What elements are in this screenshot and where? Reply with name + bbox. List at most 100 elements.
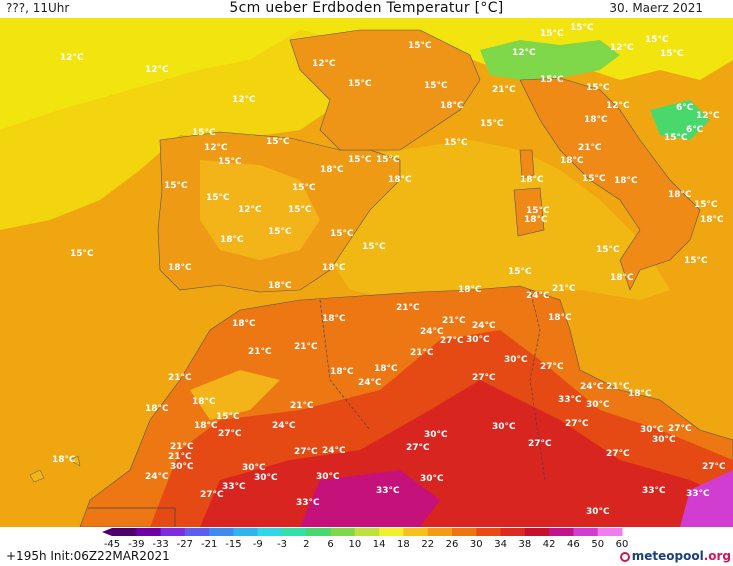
alps-cold-zone — [480, 40, 620, 80]
temperature-label: 33°C — [296, 498, 320, 508]
temperature-label: 15°C — [266, 137, 290, 147]
temperature-label: 21°C — [248, 347, 272, 357]
temperature-label: 21°C — [552, 284, 576, 294]
country-border — [319, 299, 371, 431]
canary-island — [69, 455, 81, 467]
country-border — [88, 507, 176, 527]
map-header: ???, 11Uhr 5cm ueber Erdboden Temperatur… — [0, 0, 733, 18]
temperature-label: 15°C — [288, 205, 312, 215]
temperature-label: 24°C — [526, 291, 550, 301]
temperature-label: 18°C — [168, 263, 192, 273]
sardinia — [513, 187, 545, 237]
temperature-label: 15°C — [348, 155, 372, 165]
canary-island — [29, 469, 45, 483]
temperature-label: 15°C — [216, 412, 240, 422]
temperature-label: 15°C — [376, 155, 400, 165]
temperature-label: 30°C — [492, 422, 516, 432]
temperature-label: 27°C — [528, 439, 552, 449]
temperature-label: 27°C — [200, 490, 224, 500]
colorbar-segment — [476, 528, 502, 536]
temperature-label: 15°C — [70, 249, 94, 259]
temperature-label: 18°C — [322, 263, 346, 273]
colorbar-tick-label: 2 — [303, 539, 309, 549]
temperature-label: 15°C — [508, 267, 532, 277]
colorbar-tick-label: 30 — [470, 539, 483, 549]
colorbar-min-arrow — [102, 528, 112, 536]
colorbar-segment — [136, 528, 162, 536]
temperature-label: 18°C — [145, 404, 169, 414]
temperature-label: 15°C — [292, 183, 316, 193]
temperature-label: 15°C — [570, 23, 594, 33]
temperature-label: 15°C — [218, 157, 242, 167]
colorbar-segment — [209, 528, 234, 536]
colorbar-segment — [500, 528, 526, 536]
map-footer: -45 -39 -33 -27 -21 -15 -9 -3 2 6 10 14 18 22 26 30 34 38… — [0, 527, 733, 566]
colorbar-tick-label: -33 — [152, 539, 168, 549]
temperature-label: 21°C — [578, 143, 602, 153]
colorbar-segment — [379, 528, 404, 536]
temperature-label: 18°C — [524, 215, 548, 225]
colorbar-segment — [403, 528, 429, 536]
colorbar-segment — [452, 528, 477, 536]
temperature-label: 21°C — [606, 382, 630, 392]
temperature-label: 33°C — [376, 486, 400, 496]
temperature-label: 24°C — [272, 421, 296, 431]
colorbar-segment — [524, 528, 550, 536]
temperature-label: 24°C — [322, 446, 346, 456]
temperature-label: 27°C — [702, 462, 726, 472]
temperature-label: 21°C — [294, 342, 318, 352]
model-run-info: +195h Init:06Z22MAR2021 — [6, 549, 170, 563]
temperature-label: 27°C — [668, 424, 692, 434]
temperature-label: 18°C — [194, 421, 218, 431]
atlas-mountains — [190, 370, 280, 420]
italy — [519, 77, 701, 291]
colorbar-tick-label: -45 — [104, 539, 120, 549]
temperature-label: 18°C — [614, 176, 638, 186]
temperature-label: 18°C — [330, 367, 354, 377]
colorbar-segment — [549, 528, 574, 536]
temperature-label: 6°C — [676, 103, 694, 113]
colorbar-segment — [233, 528, 259, 536]
country-border — [529, 289, 546, 481]
temperature-label: 21°C — [442, 316, 466, 326]
colorbar: -45 -39 -33 -27 -21 -15 -9 -3 2 6 10 14 18 22 26 30 34 38… — [102, 528, 629, 549]
temperature-label: 18°C — [700, 215, 724, 225]
temperature-label: 18°C — [192, 397, 216, 407]
colorbar-tick-label: 60 — [616, 539, 629, 549]
temperature-label: 15°C — [684, 256, 708, 266]
temperature-label: 18°C — [458, 285, 482, 295]
temperature-label: 33°C — [558, 395, 582, 405]
colorbar-segment — [184, 528, 210, 536]
cool-zone-atlantic — [0, 30, 340, 230]
temperature-label: 30°C — [424, 430, 448, 440]
temperature-label: 15°C — [444, 138, 468, 148]
temperature-label: 30°C — [640, 425, 664, 435]
temperature-label: 21°C — [290, 401, 314, 411]
temperature-label: 18°C — [548, 313, 572, 323]
temperature-label: 15°C — [664, 133, 688, 143]
balkans-cold-zone — [650, 100, 710, 140]
temperature-label: 33°C — [642, 486, 666, 496]
forecast-time: ???, 11Uhr — [6, 1, 70, 15]
colorbar-tick-label: -9 — [253, 539, 263, 549]
map-title: 5cm ueber Erdboden Temperatur [°C] — [229, 0, 504, 16]
temperature-label: 15°C — [408, 41, 432, 51]
temperature-label: 24°C — [145, 472, 169, 482]
temperature-label: 27°C — [218, 429, 242, 439]
temperature-label: 24°C — [358, 378, 382, 388]
colorbar-tick-label: 38 — [518, 539, 531, 549]
temperature-label: 18°C — [668, 190, 692, 200]
temperature-label: 30°C — [586, 507, 610, 517]
temperature-label: 15°C — [540, 75, 564, 85]
temperature-label: 21°C — [170, 442, 194, 452]
extreme-hot-zone-west — [300, 470, 440, 527]
temperature-label: 12°C — [238, 205, 262, 215]
temperature-label: 15°C — [586, 83, 610, 93]
colorbar-tick-label: 26 — [446, 539, 459, 549]
colorbar-tick-label: 14 — [373, 539, 386, 549]
temperature-label: 6°C — [686, 125, 704, 135]
meteopool-logo[interactable]: meteopool.org — [619, 549, 731, 563]
colorbar-tick-label: 10 — [348, 539, 361, 549]
temperature-label: 15°C — [660, 49, 684, 59]
temperature-label: 24°C — [472, 321, 496, 331]
